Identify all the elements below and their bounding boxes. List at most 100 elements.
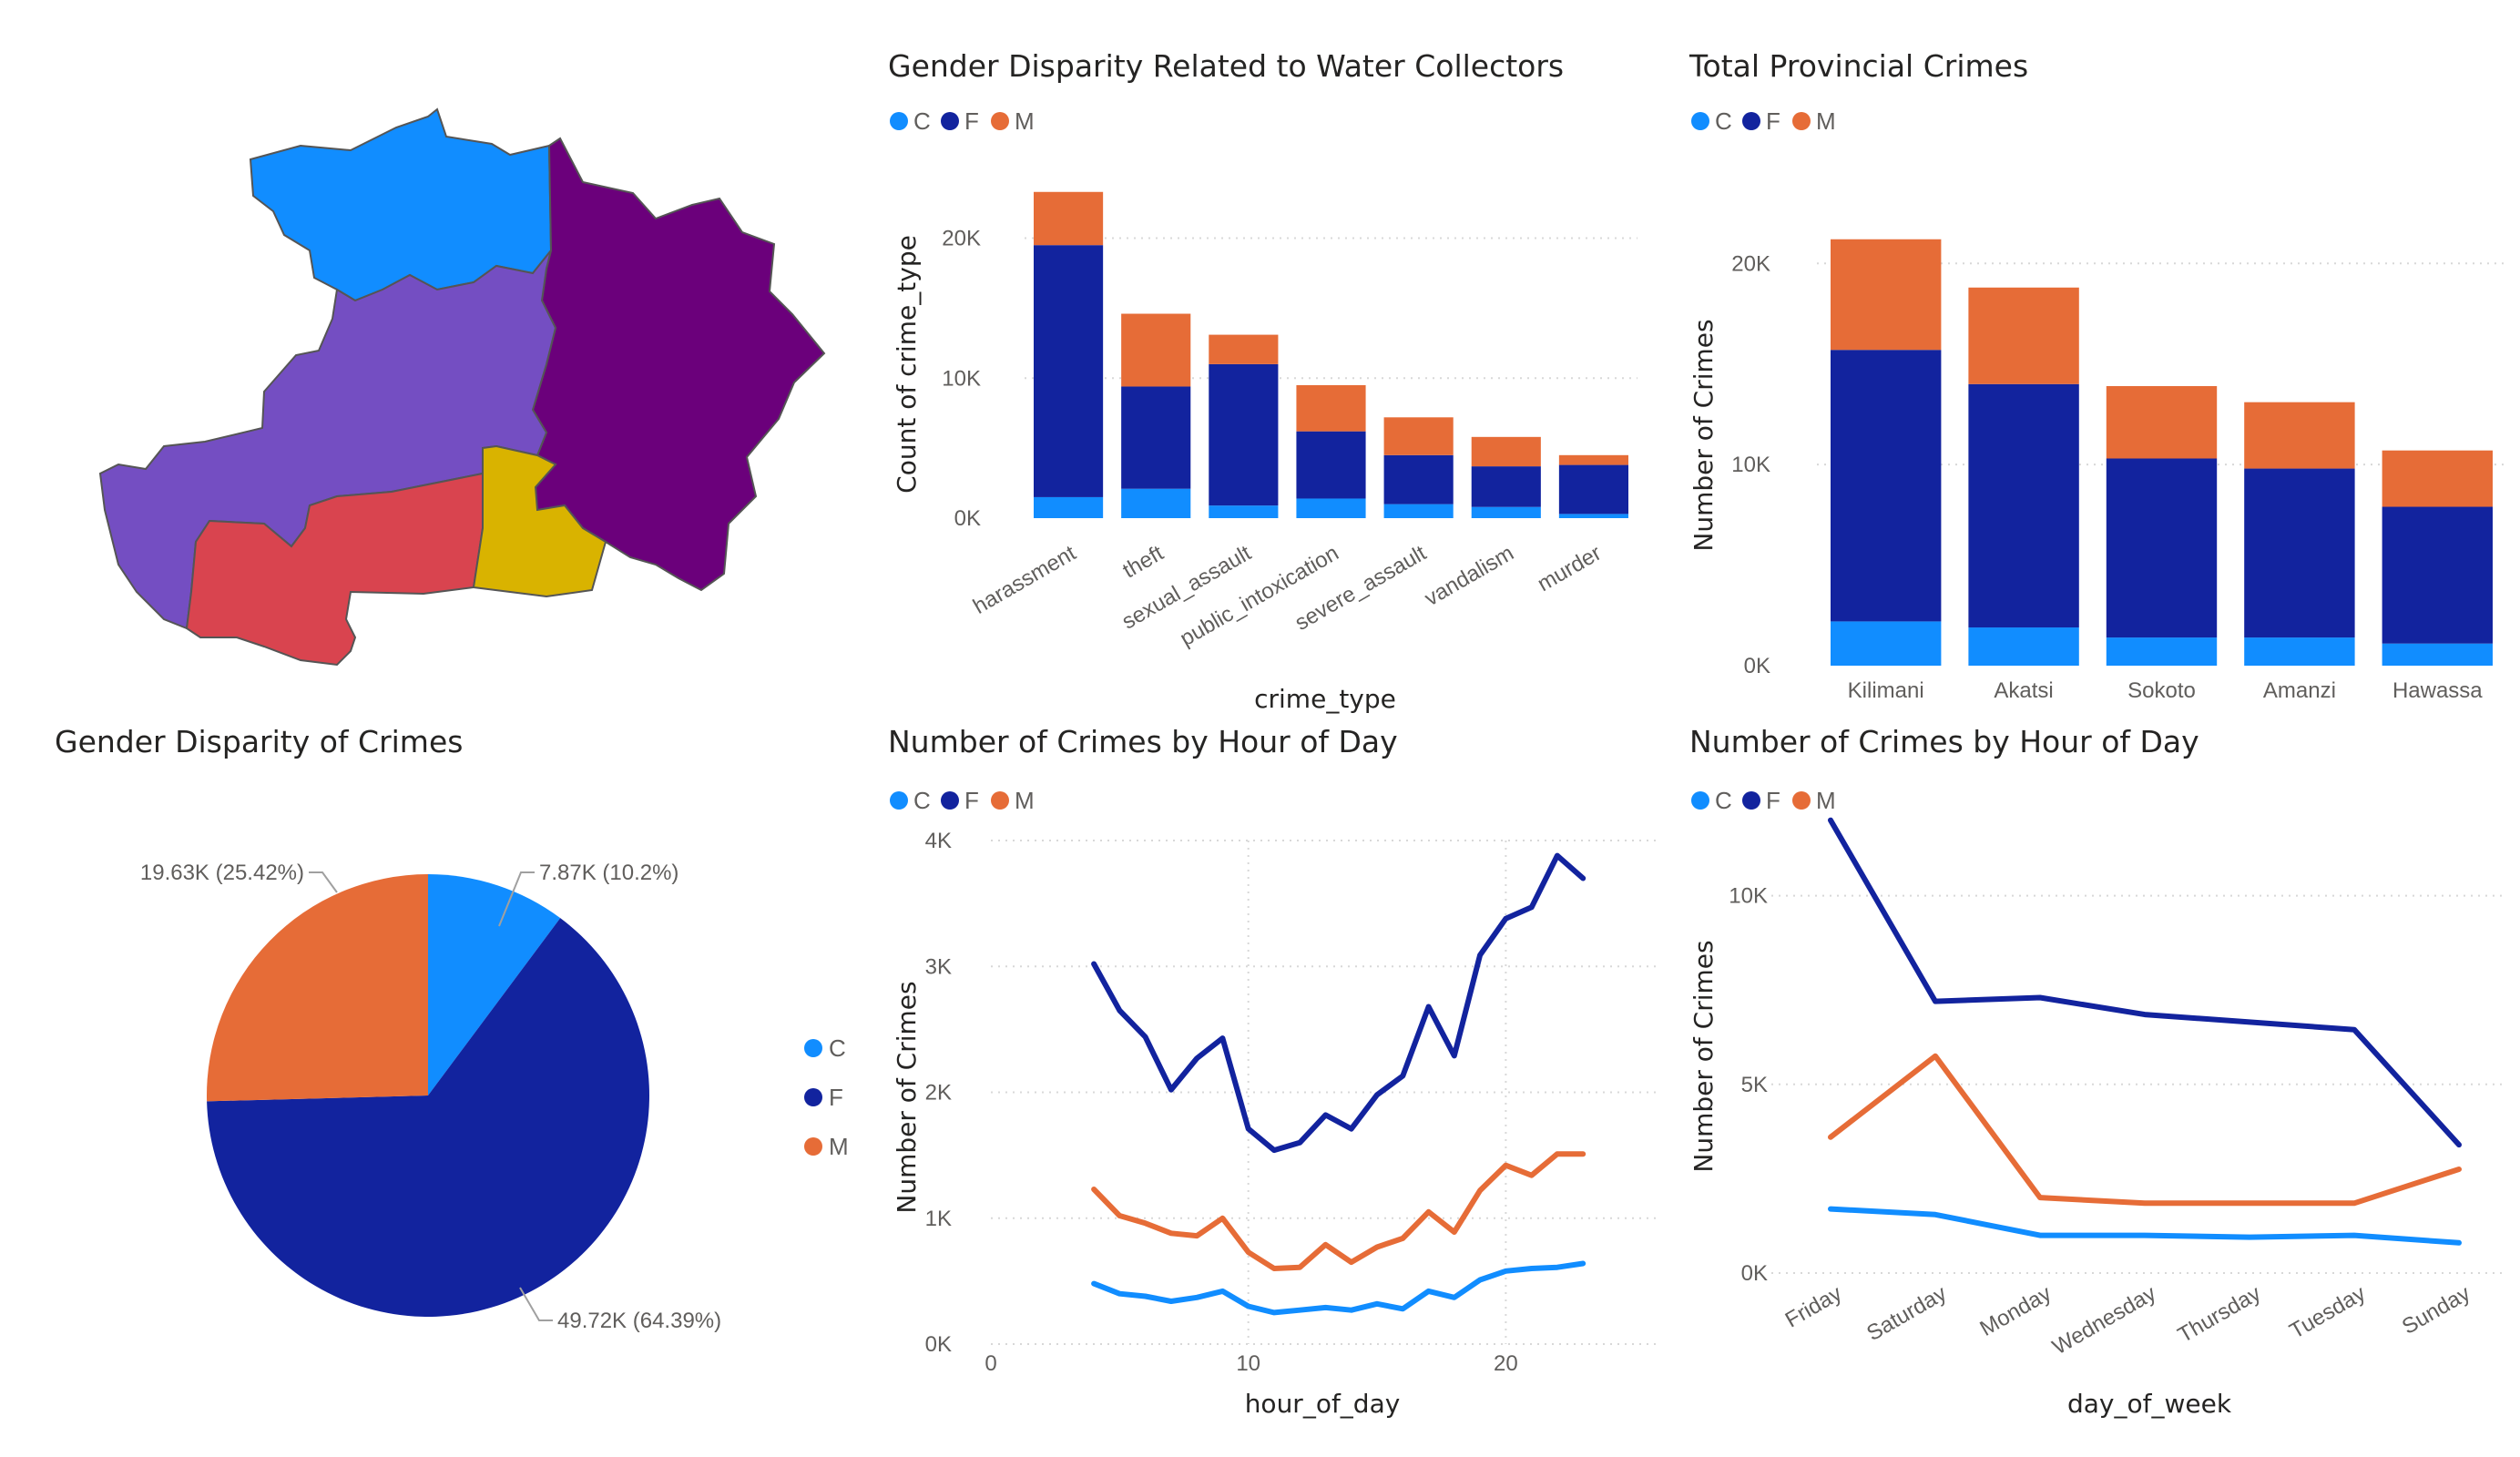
bar-segment-c xyxy=(1209,505,1279,518)
bar-segment-f xyxy=(1034,245,1104,497)
bar-segment-f xyxy=(1471,466,1541,507)
x-tick-label: 10 xyxy=(1236,1351,1260,1376)
x-axis-title: crime_type xyxy=(1254,684,1396,714)
province-plot-area: 0K 10K 20K Kilimani Akatsi Sokoto Amanzi Hawass… xyxy=(1731,239,2506,703)
legend-label-c: C xyxy=(913,787,931,814)
bar-segment-f xyxy=(1383,454,1454,504)
legend-label-f: F xyxy=(1766,787,1780,814)
legend-marker-c xyxy=(804,1039,822,1057)
y-axis-title: Number of Crimes xyxy=(892,981,922,1213)
y-axis-title: Number of Crimes xyxy=(1689,940,1719,1172)
legend-marker-f xyxy=(941,112,959,130)
y-tick-label: 0K xyxy=(1744,654,1770,678)
crimes-by-day-chart[interactable]: Number of Crimes by Hour of Day C F M da… xyxy=(1689,724,2505,1419)
bar-segment-f xyxy=(2382,506,2493,644)
crimes-by-hour-chart[interactable]: Number of Crimes by Hour of Day C F M ho… xyxy=(888,724,1660,1419)
x-tick-label: Kilimani xyxy=(1848,678,1924,703)
legend-label-c: C xyxy=(1715,787,1732,814)
legend-label-m: M xyxy=(1816,787,1836,814)
x-tick-label: theft xyxy=(1118,541,1168,584)
y-tick-label: 2K xyxy=(925,1081,952,1105)
pie-slice-f xyxy=(207,918,649,1317)
x-tick-label: Tuesday xyxy=(2286,1281,2370,1344)
chart-title: Total Provincial Crimes xyxy=(1689,48,2028,84)
bar-segment-m xyxy=(1209,334,1279,364)
y-tick-label: 10K xyxy=(942,366,981,391)
y-tick-label: 20K xyxy=(1731,251,1770,276)
chart-title: Gender Disparity Related to Water Collec… xyxy=(888,48,1564,84)
legend-marker-m xyxy=(991,112,1009,130)
bar-segment-m xyxy=(1383,417,1454,455)
y-tick-label: 5K xyxy=(1741,1073,1768,1097)
legend-label-f: F xyxy=(964,787,979,814)
provincial-crimes-chart[interactable]: Total Provincial Crimes C F M Number of … xyxy=(1689,48,2506,703)
y-tick-label: 1K xyxy=(925,1207,952,1231)
legend-label-c: C xyxy=(1715,107,1732,135)
legend-label-c: C xyxy=(829,1034,846,1062)
hour-plot-area: 0K 1K 2K 3K 4K 0 10 20 xyxy=(925,829,1660,1376)
bar-segment-c xyxy=(2106,637,2218,666)
legend-label-m: M xyxy=(829,1133,849,1160)
y-tick-label: 10K xyxy=(1729,884,1768,909)
bar-segment-c xyxy=(1383,504,1454,518)
bar-segment-f xyxy=(1121,386,1191,489)
chart-title: Number of Crimes by Hour of Day xyxy=(888,724,1398,759)
pie-slice-m xyxy=(207,874,428,1102)
legend-label-f: F xyxy=(1766,107,1780,135)
x-axis-title: day_of_week xyxy=(2067,1389,2232,1419)
pie-leader-line xyxy=(519,1287,553,1321)
y-tick-label: 0K xyxy=(925,1332,952,1357)
region-south[interactable] xyxy=(185,472,484,667)
series-line-c xyxy=(1091,1260,1586,1316)
x-tick-label: Sokoto xyxy=(2127,678,2196,703)
legend-label-f: F xyxy=(829,1084,843,1111)
x-tick-label: Monday xyxy=(1976,1281,2056,1341)
x-tick-label: Akatsi xyxy=(1994,678,2053,703)
x-tick-label: Saturday xyxy=(1862,1281,1951,1346)
bar-segment-c xyxy=(1831,621,1942,666)
bar-segment-m xyxy=(1296,384,1366,432)
region-center[interactable] xyxy=(472,444,607,598)
bar-segment-c xyxy=(1558,514,1628,518)
pie-leader-line xyxy=(309,871,338,893)
bar-segment-m xyxy=(1034,191,1104,246)
gender-disparity-pie-chart[interactable]: Gender Disparity of Crimes 7.87K (10.2%)… xyxy=(55,724,849,1333)
pie-plot-area: 7.87K (10.2%) 49.72K (64.39%) 19.63K (25.4… xyxy=(140,861,721,1333)
y-axis-title: Count of crime_type xyxy=(892,235,922,494)
legend-marker-f xyxy=(804,1088,822,1106)
legend-label-m: M xyxy=(1015,787,1035,814)
bar-segment-m xyxy=(1471,436,1541,467)
pie-leader-line xyxy=(498,871,535,927)
y-tick-label: 20K xyxy=(942,227,981,251)
legend-label-m: M xyxy=(1816,107,1836,135)
legend-label-c: C xyxy=(913,107,931,135)
bar-segment-c xyxy=(1296,498,1366,518)
y-tick-label: 0K xyxy=(954,506,981,531)
series-line-c xyxy=(1828,1206,2462,1246)
y-tick-label: 10K xyxy=(1731,453,1770,477)
region-map[interactable] xyxy=(98,107,826,667)
series-line-f xyxy=(1091,852,1586,1154)
bar-segment-f xyxy=(1831,350,1942,622)
legend-label-m: M xyxy=(1015,107,1035,135)
legend-marker-c xyxy=(890,112,908,130)
legend-marker-m xyxy=(991,791,1009,810)
bar-segment-f xyxy=(1296,431,1366,499)
bar-segment-m xyxy=(1121,313,1191,387)
series-line-m xyxy=(1091,1151,1586,1271)
legend-marker-m xyxy=(804,1137,822,1156)
bar-segment-c xyxy=(1121,488,1191,518)
x-tick-label: Thursday xyxy=(2174,1281,2265,1348)
x-tick-label: Friday xyxy=(1781,1281,1846,1333)
legend-marker-f xyxy=(941,791,959,810)
chart-title: Gender Disparity of Crimes xyxy=(55,724,463,759)
series-line-f xyxy=(1828,817,2462,1148)
legend-marker-m xyxy=(1792,112,1811,130)
bar-segment-c xyxy=(1471,506,1541,518)
chart-title: Number of Crimes by Hour of Day xyxy=(1689,724,2199,759)
water-collectors-chart[interactable]: Gender Disparity Related to Water Collec… xyxy=(888,48,1637,714)
x-tick-label: Wednesday xyxy=(2048,1281,2160,1360)
y-tick-label: 3K xyxy=(925,954,952,979)
